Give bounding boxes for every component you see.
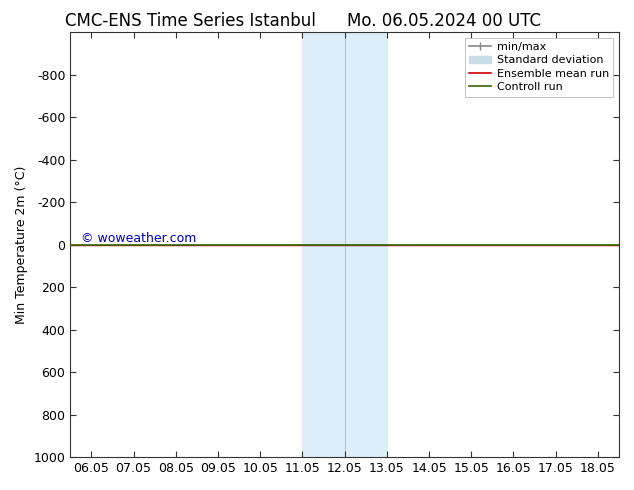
Text: Mo. 06.05.2024 00 UTC: Mo. 06.05.2024 00 UTC <box>347 12 541 30</box>
Text: © woweather.com: © woweather.com <box>81 232 197 245</box>
Text: CMC-ENS Time Series Istanbul: CMC-ENS Time Series Istanbul <box>65 12 316 30</box>
Bar <box>302 32 387 457</box>
Legend: min/max, Standard deviation, Ensemble mean run, Controll run: min/max, Standard deviation, Ensemble me… <box>465 38 614 97</box>
Y-axis label: Min Temperature 2m (°C): Min Temperature 2m (°C) <box>15 166 28 324</box>
